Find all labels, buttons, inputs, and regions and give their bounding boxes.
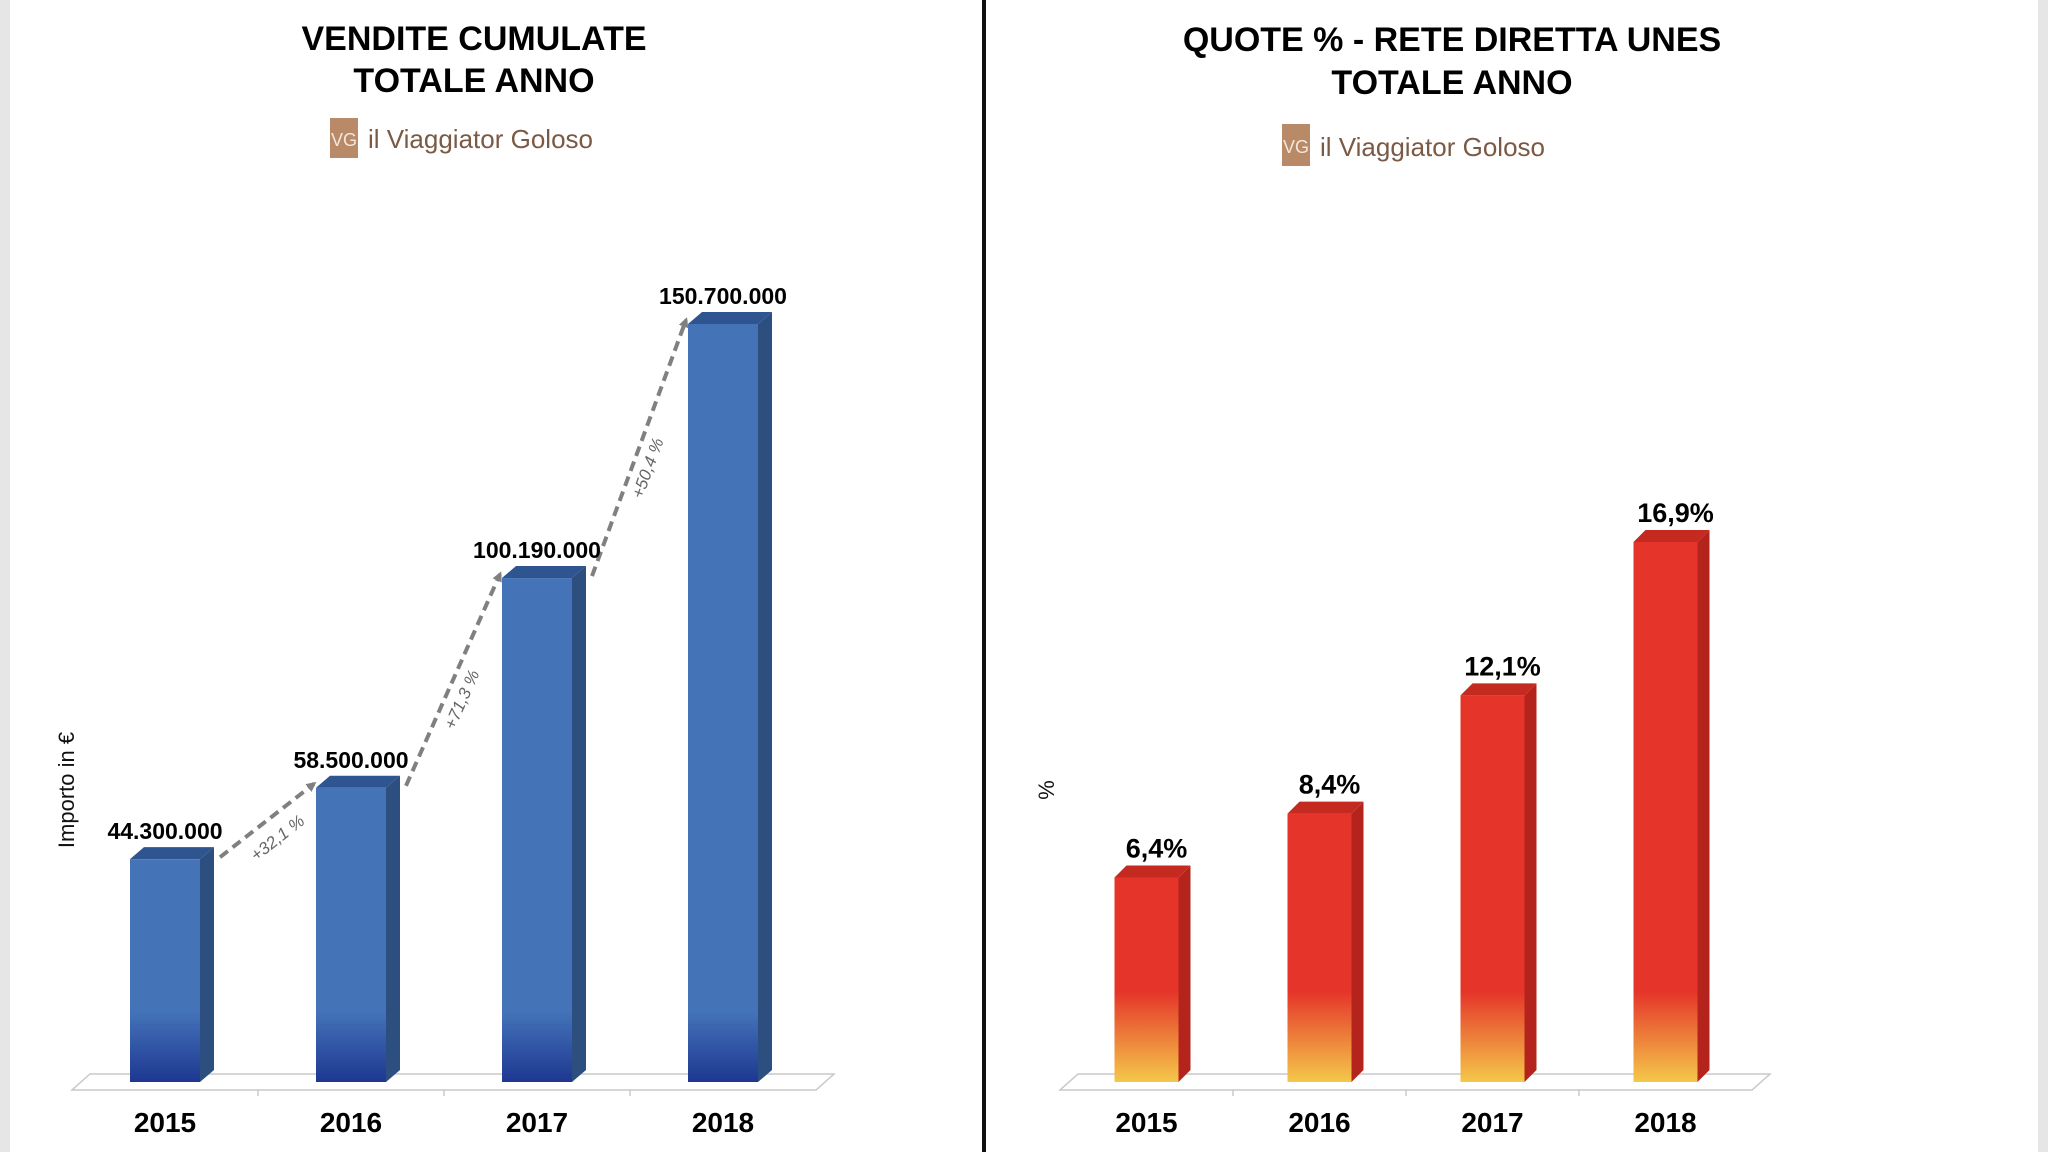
- logo-mark: VG: [1283, 137, 1309, 157]
- bar-2016: [1287, 801, 1364, 1082]
- chart-right-category-labels: 2015 2016 2017 2018: [1115, 1107, 1696, 1138]
- growth-arrow: [404, 571, 502, 787]
- bar-2018: [1633, 530, 1710, 1082]
- bar-2015: [1114, 865, 1191, 1082]
- growth-arrow: [218, 781, 317, 859]
- bar-side: [386, 775, 400, 1082]
- chart-right-ylabel: %: [1034, 780, 1059, 800]
- bar-front: [130, 859, 200, 1082]
- category-label-2018: 2018: [692, 1107, 754, 1138]
- category-label-2015: 2015: [1115, 1107, 1177, 1138]
- bar-front: [1287, 813, 1352, 1082]
- chart-left-value-labels: 44.300.000 58.500.000 100.190.000 150.700.0…: [107, 283, 787, 844]
- value-label-2016: 8,4%: [1299, 770, 1361, 800]
- logo-text: il Viaggiator Goloso: [1320, 132, 1545, 162]
- category-label-2017: 2017: [506, 1107, 568, 1138]
- bar-front: [502, 578, 572, 1082]
- bar-2017: [502, 566, 586, 1082]
- chart-left: VENDITE CUMULATE TOTALE ANNO VG il Viagg…: [54, 20, 836, 1138]
- bar-side: [1178, 865, 1191, 1082]
- logo-mark-box: [330, 118, 358, 158]
- value-label-2016: 58.500.000: [293, 747, 408, 773]
- value-label-2017: 100.190.000: [473, 537, 601, 563]
- bar-front: [688, 324, 758, 1082]
- category-label-2017: 2017: [1461, 1107, 1523, 1138]
- bar-2017: [1460, 683, 1537, 1082]
- value-label-2018: 150.700.000: [659, 283, 787, 309]
- chart-left-floor: [70, 1073, 836, 1096]
- floor-plate: [1058, 1073, 1772, 1091]
- chart-left-logo: VG il Viaggiator Goloso: [330, 118, 593, 158]
- bar-side: [572, 566, 586, 1082]
- bar-side: [200, 847, 214, 1082]
- bar-top: [502, 566, 586, 579]
- bar-top: [1633, 530, 1710, 542]
- bar-top: [1287, 801, 1364, 814]
- bar-2018: [688, 312, 772, 1082]
- growth-arrow: [590, 317, 689, 577]
- bar-2015: [130, 847, 214, 1082]
- chart-right-title-line1: QUOTE % - RETE DIRETTA UNES: [1183, 21, 1721, 59]
- chart-left-bars: [130, 312, 772, 1082]
- bar-side: [1524, 683, 1537, 1082]
- growth-label: +32,1 %: [247, 811, 308, 865]
- chart-left-title-line1: VENDITE CUMULATE: [301, 20, 646, 58]
- chart-left-category-labels: 2015 2016 2017 2018: [134, 1107, 754, 1138]
- chart-right-title-line2: TOTALE ANNO: [1331, 64, 1572, 102]
- bar-side: [758, 312, 772, 1082]
- floor-plate: [70, 1073, 836, 1091]
- logo-mark-box: [1282, 124, 1310, 166]
- bar-side: [1351, 801, 1364, 1082]
- value-label-2017: 12,1%: [1464, 651, 1541, 681]
- bar-front: [1114, 877, 1179, 1082]
- chart-left-title-line2: TOTALE ANNO: [353, 62, 594, 100]
- category-label-2016: 2016: [1288, 1107, 1350, 1138]
- value-label-2015: 6,4%: [1126, 834, 1188, 864]
- bar-front: [316, 787, 386, 1082]
- bar-top: [1114, 865, 1191, 878]
- growth-label: +71,3 %: [441, 667, 484, 732]
- bar-top: [688, 312, 772, 324]
- category-label-2016: 2016: [320, 1107, 382, 1138]
- logo-mark: VG: [331, 130, 357, 150]
- bar-front: [1633, 542, 1698, 1082]
- bar-2016: [316, 775, 400, 1082]
- charts-svg: VENDITE CUMULATE TOTALE ANNO VG il Viagg…: [54, 0, 1772, 1152]
- value-label-2018: 16,9%: [1637, 498, 1714, 528]
- bar-top: [316, 775, 400, 788]
- category-label-2018: 2018: [1634, 1107, 1696, 1138]
- chart-left-growth-arrows: +32,1 % +71,3 % +50,4 %: [218, 317, 689, 865]
- logo-text: il Viaggiator Goloso: [368, 124, 593, 154]
- growth-label: +50,4 %: [628, 435, 667, 501]
- bar-top: [1460, 683, 1537, 696]
- chart-right-value-labels: 6,4% 8,4% 12,1% 16,9%: [1126, 498, 1714, 864]
- bar-top: [130, 847, 214, 860]
- bar-front: [1460, 695, 1525, 1082]
- slide-canvas: VENDITE CUMULATE TOTALE ANNO VG il Viagg…: [10, 0, 2038, 1152]
- chart-right: QUOTE % - RETE DIRETTA UNES TOTALE ANNO …: [1034, 21, 1772, 1138]
- value-label-2015: 44.300.000: [107, 818, 222, 844]
- chart-right-floor: [1058, 1073, 1772, 1096]
- category-label-2015: 2015: [134, 1107, 196, 1138]
- chart-left-ylabel: Importo in €: [54, 732, 79, 848]
- chart-right-logo: VG il Viaggiator Goloso: [1282, 124, 1545, 166]
- chart-right-bars: [1114, 530, 1710, 1082]
- bar-side: [1697, 530, 1710, 1082]
